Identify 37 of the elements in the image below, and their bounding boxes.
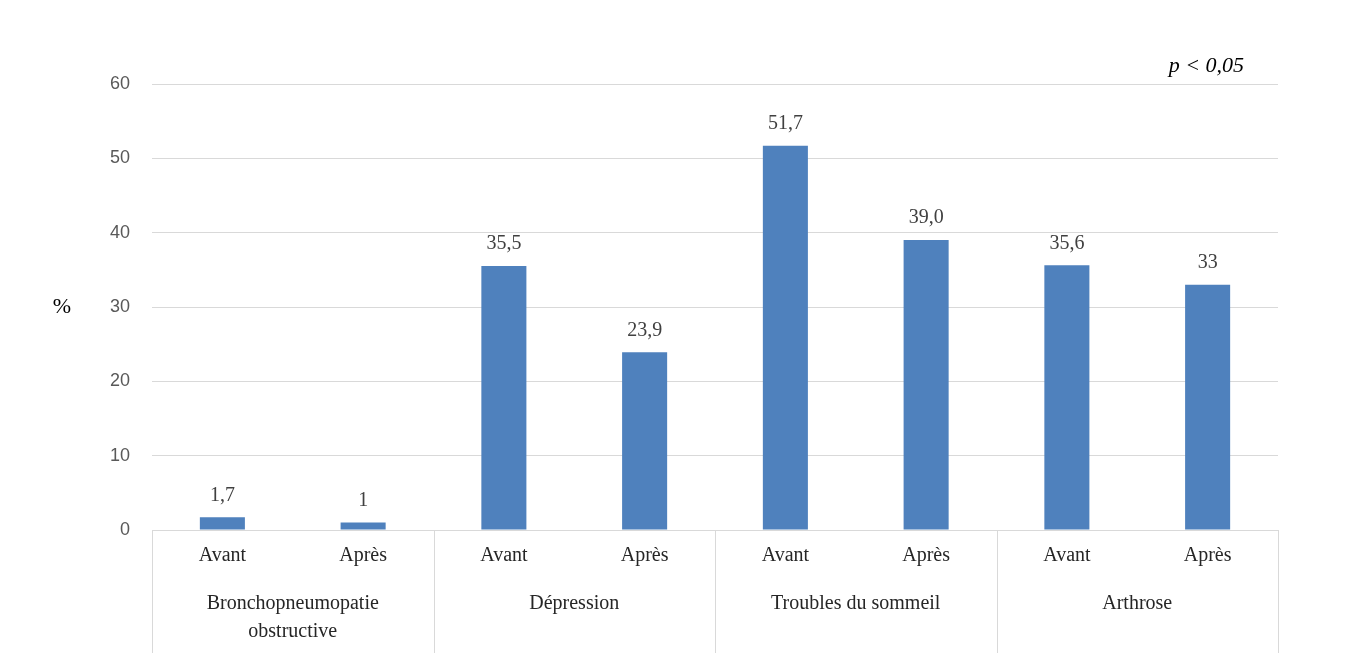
x-tick-label: Avant (1043, 543, 1092, 566)
x-tick-label: Après (902, 543, 951, 567)
bar (481, 266, 527, 530)
data-label: 23,9 (627, 317, 663, 340)
x-tick-label: Avant (480, 543, 529, 566)
y-axis-title: % (52, 292, 72, 318)
y-tick-label: 10 (109, 444, 130, 465)
x-tick-label: Avant (198, 543, 247, 566)
bar (1044, 265, 1090, 530)
bar (199, 517, 245, 530)
bar (340, 522, 386, 530)
y-tick-label: 60 (109, 72, 130, 93)
text: Bronchopneumopatie obstructive (206, 591, 379, 642)
data-label: 39,0 (908, 205, 944, 228)
text: Troubles du sommeil (771, 591, 941, 614)
text: Dépression (529, 591, 620, 615)
data-label: 35,5 (486, 231, 522, 254)
x-tick-label: Après (339, 543, 388, 567)
data-label: 1,7 (209, 482, 235, 505)
data-label: 35,6 (1049, 230, 1085, 253)
y-tick-label: 40 (109, 221, 130, 242)
x-tick-label: Après (620, 543, 669, 567)
data-label: 51,7 (767, 110, 803, 133)
data-label: 33 (1197, 249, 1218, 272)
y-tick-label: 20 (109, 370, 130, 391)
y-tick-label: 30 (109, 295, 130, 316)
text: p < 0,05 (1166, 51, 1244, 77)
bar (762, 145, 808, 530)
y-tick-label: 50 (109, 147, 130, 168)
bar (622, 352, 668, 530)
y-tick-label: 0 (119, 518, 130, 539)
x-tick-label: Avant (761, 543, 810, 566)
bar (903, 240, 949, 530)
text: Arthrose (1102, 591, 1173, 614)
data-label: 1 (358, 487, 369, 510)
x-tick-label: Après (1183, 543, 1232, 567)
bar (1185, 284, 1231, 530)
